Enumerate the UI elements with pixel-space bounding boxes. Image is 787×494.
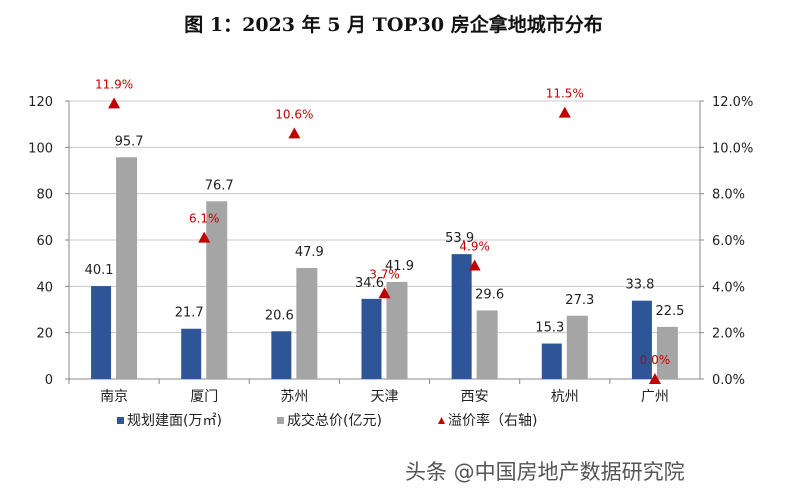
chart-title: 图 1：2023 年 5 月 TOP30 房企拿地城市分布 [184, 14, 603, 36]
data-label-premium: 3.7% [369, 267, 400, 281]
bar-area [271, 331, 292, 379]
data-label-premium: 6.1% [189, 212, 220, 226]
data-label-area: 15.3 [535, 321, 564, 336]
data-label-area: 40.1 [85, 263, 114, 278]
y-tick-label: 100 [28, 141, 53, 156]
legend-item-area: 规划建面(万㎡) [117, 410, 222, 430]
y-tick-label: 40 [36, 280, 53, 295]
premium-marker [198, 231, 211, 243]
y2-tick-label: 10.0% [712, 141, 753, 156]
data-label-area: 34.6 [355, 276, 384, 291]
premium-marker [648, 373, 661, 384]
data-label-area: 33.8 [625, 278, 654, 293]
x-tick-label: 西安 [461, 389, 489, 405]
y2-tick-label: 4.0% [712, 280, 745, 295]
data-label-premium: 4.9% [459, 239, 490, 253]
y2-tick-label: 6.0% [712, 234, 745, 249]
data-label-area: 21.7 [175, 306, 204, 321]
x-tick-label: 南京 [100, 389, 128, 405]
premium-marker [378, 287, 391, 299]
data-label-premium: 0.0% [640, 353, 671, 367]
data-label-price: 76.7 [205, 178, 234, 193]
bar-area [541, 343, 562, 379]
premium-marker [558, 106, 571, 118]
data-label-area: 20.6 [265, 308, 294, 323]
legend-label: 规划建面(万㎡) [127, 413, 222, 429]
bar-price [116, 157, 138, 379]
y2-tick-label: 8.0% [712, 188, 745, 203]
y-tick-label: 20 [36, 327, 53, 342]
bar-price [656, 326, 678, 379]
y-tick-label: 80 [36, 188, 53, 203]
bar-price [386, 281, 408, 379]
bar-price [476, 310, 498, 379]
bar-price [566, 315, 588, 379]
premium-marker [108, 97, 121, 109]
x-tick-label: 杭州 [551, 389, 579, 405]
y-tick-label: 120 [28, 95, 53, 110]
x-tick-label: 广州 [641, 389, 669, 405]
data-label-price: 47.9 [295, 245, 324, 260]
data-label-premium: 11.9% [95, 77, 133, 91]
premium-marker [468, 259, 481, 271]
y-tick-label: 0 [45, 373, 53, 388]
legend-swatch-gray [277, 416, 284, 424]
data-label-area: 53.9 [445, 231, 474, 246]
bar-area [631, 300, 652, 379]
legend-label: 成交总价(亿元) [287, 413, 382, 429]
data-label-price: 95.7 [115, 134, 144, 149]
x-tick-label: 苏州 [280, 389, 308, 405]
watermark: 头条 @中国房地产数据研究院 [405, 460, 685, 484]
x-tick-label: 厦门 [190, 389, 218, 405]
premium-marker [288, 127, 301, 139]
y-tick-label: 60 [36, 234, 53, 249]
legend-label: 溢价率（右轴) [448, 413, 538, 429]
y2-tick-label: 0.0% [712, 373, 745, 388]
legend-item-price: 成交总价(亿元) [277, 410, 382, 430]
bar-price [296, 268, 318, 379]
x-tick-label: 天津 [371, 389, 399, 405]
bar-area [181, 328, 202, 379]
legend-item-premium: 溢价率（右轴) [438, 410, 537, 430]
y2-tick-label: 2.0% [712, 327, 745, 342]
data-label-premium: 10.6% [275, 107, 313, 121]
bar-area [451, 254, 472, 379]
data-label-price: 29.6 [475, 287, 504, 302]
bar-area [91, 286, 112, 379]
data-label-premium: 11.5% [546, 87, 584, 101]
data-label-price: 27.3 [565, 293, 594, 308]
y2-tick-label: 12.0% [712, 95, 753, 110]
data-label-price: 22.5 [655, 304, 684, 319]
data-label-price: 41.9 [385, 259, 414, 274]
legend-swatch-blue [117, 416, 124, 424]
bar-area [361, 298, 382, 379]
legend-triangle-icon [438, 416, 445, 424]
bar-price [206, 201, 228, 379]
